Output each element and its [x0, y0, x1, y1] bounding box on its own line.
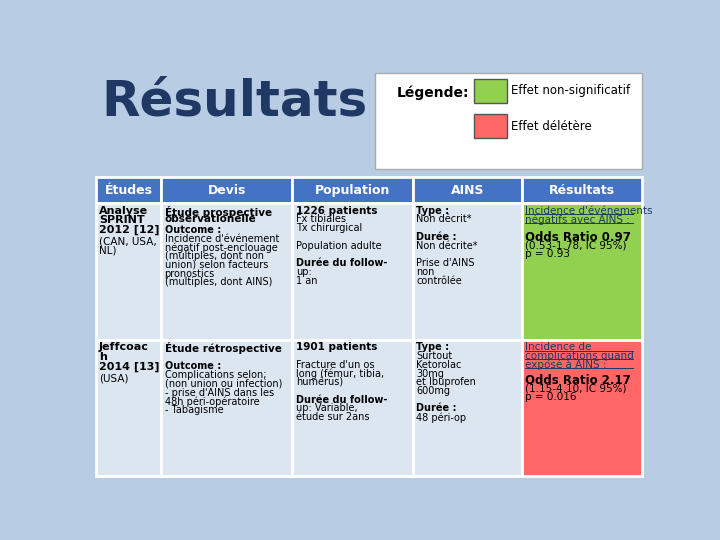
Text: (USA): (USA) — [99, 373, 128, 383]
Text: 48 péri-op: 48 péri-op — [416, 412, 467, 423]
Text: 1901 patients: 1901 patients — [296, 342, 377, 352]
Text: Durée :: Durée : — [416, 232, 456, 242]
Text: p = 0.016: p = 0.016 — [526, 392, 577, 402]
Text: Étude rétrospective: Étude rétrospective — [165, 342, 282, 354]
Bar — [522, 203, 642, 340]
Text: pronostics: pronostics — [165, 268, 215, 279]
Bar — [292, 177, 413, 203]
Bar — [161, 340, 292, 476]
Text: Durée du follow-: Durée du follow- — [296, 258, 387, 268]
Text: négatif post-enclouage: négatif post-enclouage — [165, 242, 277, 253]
Bar — [96, 177, 161, 203]
Text: Étude prospective: Étude prospective — [165, 206, 271, 218]
Text: contrôlée: contrôlée — [416, 275, 462, 286]
Bar — [96, 203, 161, 340]
Text: (non union ou infection): (non union ou infection) — [165, 379, 282, 389]
Bar — [413, 177, 522, 203]
Text: Études: Études — [104, 184, 153, 197]
Text: Devis: Devis — [207, 184, 246, 197]
Text: 48h péri-opératoire: 48h péri-opératoire — [165, 396, 259, 407]
FancyBboxPatch shape — [374, 73, 642, 168]
Text: et Ibuprofen: et Ibuprofen — [416, 377, 476, 387]
Text: - prise d'AINS dans les: - prise d'AINS dans les — [165, 388, 274, 397]
Text: Population adulte: Population adulte — [296, 241, 382, 251]
Text: NL): NL) — [99, 245, 117, 255]
Text: Incidence d'événement: Incidence d'événement — [165, 234, 279, 244]
Text: Type :: Type : — [416, 206, 449, 216]
Text: Résultats: Résultats — [101, 77, 367, 125]
Text: Légende:: Légende: — [397, 85, 469, 100]
Text: h: h — [99, 352, 107, 362]
Text: Population: Population — [315, 184, 390, 197]
Text: Ketorolac: Ketorolac — [416, 360, 462, 370]
Text: (multiples, dont AINS): (multiples, dont AINS) — [165, 277, 272, 287]
Text: Durée du follow-: Durée du follow- — [296, 395, 387, 405]
Bar — [96, 340, 161, 476]
Text: étude sur 2ans: étude sur 2ans — [296, 412, 369, 422]
Text: négatifs avec AINS :: négatifs avec AINS : — [526, 214, 630, 225]
Text: (1.15-4.10, IC 95%): (1.15-4.10, IC 95%) — [526, 383, 627, 393]
Text: SPRINT: SPRINT — [99, 215, 145, 225]
Text: AINS: AINS — [451, 184, 484, 197]
Text: 1 an: 1 an — [296, 275, 318, 286]
Text: Résultats: Résultats — [549, 184, 616, 197]
Text: 30mg: 30mg — [416, 368, 444, 379]
Text: non: non — [416, 267, 434, 277]
Text: Jeffcoac: Jeffcoac — [99, 342, 149, 352]
Text: Effet non-significatif: Effet non-significatif — [511, 84, 631, 98]
Bar — [522, 340, 642, 476]
Text: (multiples, dont non: (multiples, dont non — [165, 251, 264, 261]
Text: complications quand: complications quand — [526, 351, 634, 361]
Text: p = 0.93: p = 0.93 — [526, 249, 570, 259]
Text: Tx chirurgical: Tx chirurgical — [296, 223, 362, 233]
Text: up: Variable,: up: Variable, — [296, 403, 357, 414]
Text: Effet délétère: Effet délétère — [511, 120, 592, 133]
FancyBboxPatch shape — [474, 114, 507, 138]
Text: long (fémur, tibia,: long (fémur, tibia, — [296, 368, 384, 379]
Bar — [292, 203, 413, 340]
Text: Incidence d'événements: Incidence d'événements — [526, 206, 653, 216]
Text: 2014 [13]: 2014 [13] — [99, 361, 159, 372]
Text: Outcome :: Outcome : — [165, 225, 221, 235]
Text: union) selon facteurs: union) selon facteurs — [165, 260, 268, 270]
Text: Type :: Type : — [416, 342, 449, 352]
Text: - Tabagisme: - Tabagisme — [165, 405, 223, 415]
Text: Analyse: Analyse — [99, 206, 148, 216]
Bar — [413, 203, 522, 340]
Text: Durée :: Durée : — [416, 403, 456, 414]
Text: Outcome :: Outcome : — [165, 361, 221, 372]
Text: (0.53-1.78, IC 95%): (0.53-1.78, IC 95%) — [526, 240, 627, 251]
Text: Fracture d'un os: Fracture d'un os — [296, 360, 374, 370]
FancyBboxPatch shape — [474, 78, 507, 103]
Text: Odds Ratio 2.17: Odds Ratio 2.17 — [526, 374, 631, 387]
Text: Odds Ratio 0.97: Odds Ratio 0.97 — [526, 231, 631, 244]
Text: Fx tibiales: Fx tibiales — [296, 214, 346, 225]
Text: humérus): humérus) — [296, 377, 343, 387]
Bar — [413, 340, 522, 476]
Text: Complications selon;: Complications selon; — [165, 370, 266, 380]
Text: Non décrit*: Non décrit* — [416, 214, 472, 225]
Text: Prise d'AINS: Prise d'AINS — [416, 258, 474, 268]
Text: 600mg: 600mg — [416, 386, 450, 396]
Bar — [161, 177, 292, 203]
Text: 1226 patients: 1226 patients — [296, 206, 377, 216]
Text: observationelle: observationelle — [165, 214, 256, 225]
Bar — [522, 177, 642, 203]
Text: up:: up: — [296, 267, 312, 277]
Text: Non décrite*: Non décrite* — [416, 241, 477, 251]
Bar — [161, 203, 292, 340]
Text: exposé à AINS :: exposé à AINS : — [526, 360, 607, 370]
Text: Incidence de: Incidence de — [526, 342, 592, 352]
Text: (CAN, USA,: (CAN, USA, — [99, 237, 157, 247]
Text: 2012 [12]: 2012 [12] — [99, 225, 159, 235]
Bar — [292, 340, 413, 476]
Text: Surtout: Surtout — [416, 351, 452, 361]
